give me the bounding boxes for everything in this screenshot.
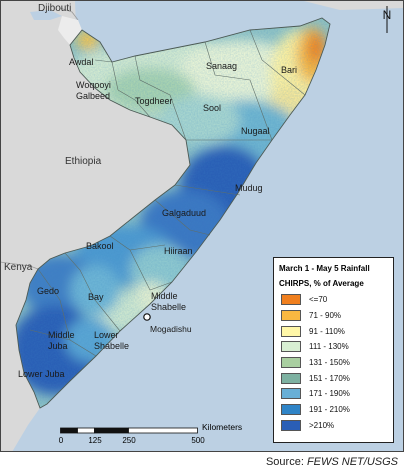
legend: March 1 - May 5 Rainfall CHIRPS, % of Av… — [273, 257, 394, 443]
label-bakool: Bakool — [86, 241, 114, 251]
label-awdal: Awdal — [69, 57, 94, 67]
rainfall-map: Djibouti Ethiopia Kenya Awdal Woqooyi Gal… — [0, 0, 404, 452]
djibouti-border — [59, 7, 79, 21]
legend-item: 71 - 90% — [281, 308, 393, 324]
scale-bar-graphic — [60, 427, 198, 434]
legend-label: 151 - 170% — [309, 373, 350, 383]
label-djibouti: Djibouti — [38, 3, 72, 14]
legend-item: 91 - 110% — [281, 323, 393, 339]
label-kenya: Kenya — [4, 262, 33, 273]
legend-item: 151 - 170% — [281, 370, 393, 386]
legend-swatch — [281, 294, 301, 306]
north-arrow-label: N — [383, 8, 392, 22]
legend-swatch — [281, 310, 301, 322]
source-credit: Source: FEWS NET/USGS — [266, 456, 398, 468]
legend-label: 171 - 190% — [309, 389, 350, 399]
ethiopia-kenya-border — [0, 261, 39, 270]
legend-swatch — [281, 388, 301, 400]
legend-item: 131 - 150% — [281, 355, 393, 371]
gulf-of-tadjoura — [30, 10, 62, 20]
legend-item: <=70 — [281, 292, 393, 308]
legend-item: >210% — [281, 418, 393, 434]
source-prefix: Source: — [265, 456, 307, 468]
legend-item: 111 - 130% — [281, 339, 393, 355]
label-sanaag: Sanaag — [206, 61, 238, 71]
scale-unit: Kilometers — [202, 422, 243, 432]
legend-swatch — [281, 372, 301, 384]
label-togdheer: Togdheer — [135, 96, 173, 106]
label-middle-juba: Middle Juba — [48, 330, 75, 351]
scale-tick-250: 250 — [122, 436, 136, 445]
legend-subtitle: CHIRPS, % of Average — [279, 279, 364, 288]
legend-label: 111 - 130% — [309, 342, 349, 352]
legend-label: 91 - 110% — [309, 326, 345, 336]
legend-swatch — [281, 419, 301, 431]
arabian-coast — [300, 0, 404, 10]
label-bay: Bay — [88, 292, 104, 302]
label-sool: Sool — [203, 103, 222, 113]
label-lower-juba: Lower Juba — [18, 369, 65, 379]
scale-tick-0: 0 — [58, 436, 64, 445]
label-galgaduud: Galgaduud — [162, 208, 207, 218]
djibouti-land — [58, 16, 82, 45]
legend-swatch — [281, 341, 301, 353]
source-org: FEWS NET/USGS — [306, 456, 398, 468]
legend-label: 71 - 90% — [309, 311, 342, 321]
label-bari: Bari — [281, 65, 298, 75]
legend-title: March 1 - May 5 Rainfall — [279, 264, 370, 273]
legend-label: 191 - 210% — [309, 405, 350, 415]
legend-swatch — [281, 325, 301, 337]
legend-swatch — [281, 357, 301, 369]
legend-label: <=70 — [309, 295, 328, 305]
legend-items: <=70 71 - 90% 91 - 110% 111 - 130% 131 - 150… — [274, 292, 393, 433]
legend-item: 171 - 190% — [281, 386, 393, 402]
label-mogadishu: Mogadishu — [150, 324, 192, 334]
label-nugaal: Nugaal — [241, 126, 270, 136]
label-woqooyi-galbeed: Woqooyi Galbeed — [76, 80, 111, 101]
label-lower-shabelle: Lower Shabelle — [94, 330, 130, 351]
scale-tick-500: 500 — [191, 436, 205, 445]
legend-label: 131 - 150% — [309, 358, 350, 368]
scale-tick-125: 125 — [88, 436, 102, 445]
legend-label: >210% — [309, 420, 335, 430]
neighbouring-land — [0, 0, 190, 452]
label-mudug: Mudug — [235, 183, 263, 193]
north-arrow-icon: N — [383, 6, 392, 33]
label-middle-shabelle: Middle Shabelle — [151, 291, 187, 312]
mogadishu-marker — [143, 313, 151, 321]
legend-item: 191 - 210% — [281, 402, 393, 418]
region-boundaries — [29, 29, 306, 357]
label-hiiraan: Hiiraan — [164, 246, 193, 256]
label-ethiopia: Ethiopia — [65, 156, 102, 167]
legend-swatch — [281, 404, 301, 416]
label-gedo: Gedo — [37, 286, 60, 296]
